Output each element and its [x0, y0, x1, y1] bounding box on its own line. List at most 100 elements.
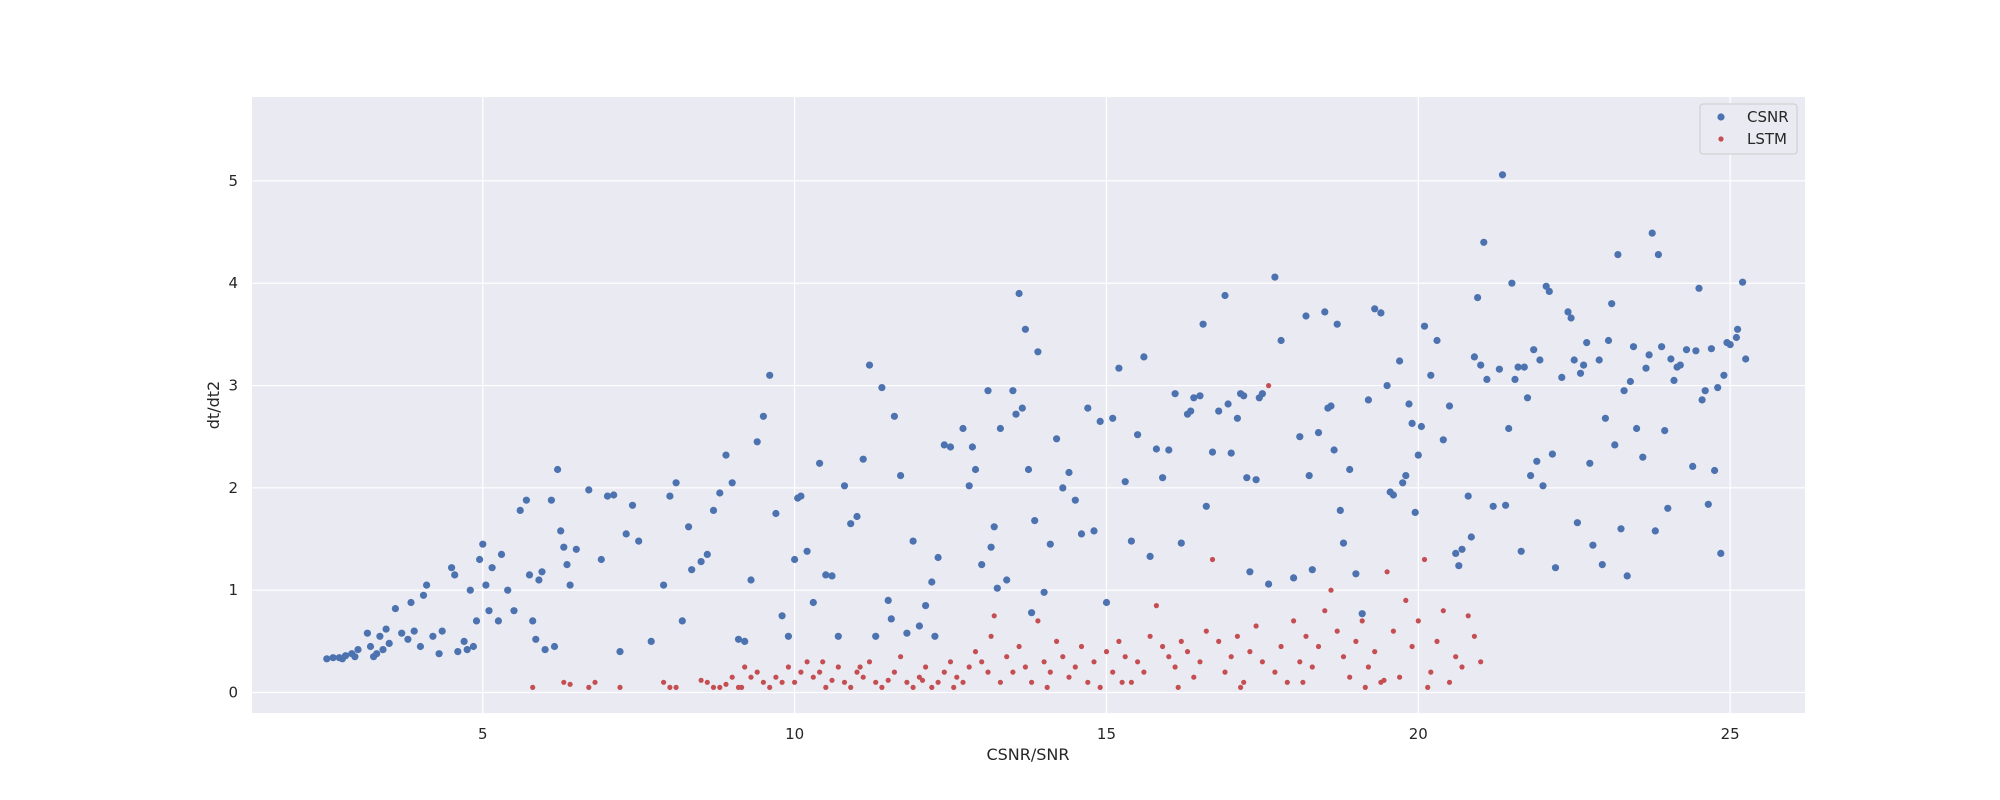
csnr-point — [1271, 273, 1279, 281]
lstm-point — [729, 674, 735, 680]
csnr-point — [1732, 333, 1740, 342]
lstm-point — [923, 664, 929, 670]
csnr-point — [1480, 238, 1488, 246]
csnr-point — [438, 627, 446, 635]
csnr-point — [759, 412, 768, 420]
lstm-point — [1309, 664, 1315, 670]
csnr-point — [1707, 345, 1715, 353]
lstm-point — [1253, 623, 1259, 629]
csnr-point — [1495, 365, 1503, 373]
csnr-point — [1720, 371, 1728, 379]
csnr-point — [1053, 435, 1061, 443]
lstm-point — [704, 679, 710, 685]
lstm-point — [1359, 618, 1365, 624]
lstm-point — [1119, 679, 1125, 685]
lstm-point — [1397, 674, 1403, 680]
csnr-point — [1704, 500, 1712, 508]
csnr-point — [1658, 343, 1666, 351]
csnr-point — [1015, 289, 1023, 298]
csnr-point — [968, 443, 977, 451]
csnr-point — [1614, 251, 1622, 259]
lstm-point — [710, 684, 717, 691]
lstm-point — [910, 684, 916, 691]
csnr-point — [373, 650, 381, 658]
csnr-point — [1177, 539, 1185, 547]
csnr-point — [1530, 346, 1538, 354]
lstm-point — [1300, 679, 1306, 685]
csnr-point — [1711, 466, 1719, 475]
lstm-point — [1340, 654, 1347, 660]
csnr-point — [1224, 400, 1232, 408]
lstm-point — [1047, 669, 1053, 675]
lstm-point — [954, 674, 960, 680]
csnr-point — [1305, 472, 1313, 480]
lstm-point — [810, 674, 816, 680]
csnr-point — [416, 642, 424, 651]
lstm-point — [991, 613, 997, 619]
csnr-point — [1698, 396, 1706, 404]
csnr-point — [1134, 431, 1142, 439]
lstm-point — [988, 633, 994, 639]
csnr-point — [672, 479, 680, 487]
csnr-point — [1364, 396, 1372, 404]
lstm-point — [1247, 649, 1253, 655]
csnr-point — [1405, 400, 1413, 408]
csnr-point — [1511, 375, 1519, 383]
lstm-point — [1147, 633, 1153, 639]
lstm-point — [1372, 649, 1378, 655]
csnr-point — [1402, 472, 1410, 480]
lstm-point — [904, 679, 910, 685]
csnr-point — [1648, 229, 1656, 237]
x-tick-label: 10 — [785, 725, 804, 743]
lstm-point — [742, 664, 748, 670]
csnr-point — [454, 648, 462, 656]
lstm-point — [1259, 659, 1265, 665]
csnr-point — [1439, 436, 1447, 444]
csnr-point — [1327, 402, 1335, 410]
csnr-point — [853, 512, 861, 521]
csnr-point — [934, 553, 942, 562]
csnr-point — [922, 602, 930, 610]
csnr-point — [628, 501, 637, 509]
csnr-point — [1742, 355, 1750, 363]
lstm-point — [1471, 633, 1477, 639]
lstm-point — [1478, 659, 1484, 665]
lstm-point — [1072, 664, 1078, 670]
lstm-point — [561, 679, 567, 685]
csnr-point — [1505, 424, 1513, 433]
csnr-point — [466, 586, 474, 594]
y-tick-labels: 0 1 2 3 4 5 — [228, 172, 238, 702]
csnr-point — [472, 617, 481, 625]
csnr-point — [878, 384, 886, 392]
csnr-point — [1408, 419, 1416, 427]
csnr-point — [1467, 533, 1475, 541]
csnr-point — [728, 479, 736, 487]
lstm-point — [1029, 679, 1035, 685]
csnr-point — [903, 629, 911, 637]
csnr-point — [993, 584, 1001, 592]
csnr-point — [382, 625, 390, 633]
csnr-point — [984, 387, 992, 395]
lstm-point — [804, 659, 810, 665]
csnr-point — [1661, 427, 1669, 435]
lstm-point — [1421, 556, 1428, 563]
csnr-point — [666, 492, 674, 500]
csnr-point — [688, 566, 696, 574]
lstm-point — [1060, 654, 1066, 660]
csnr-point — [909, 537, 917, 545]
csnr-point — [585, 486, 593, 494]
lstm-point — [1103, 649, 1110, 655]
csnr-point — [448, 564, 456, 572]
csnr-point — [1012, 410, 1020, 418]
lstm-point — [891, 669, 898, 675]
lstm-point — [1122, 654, 1128, 660]
lstm-point — [798, 669, 804, 675]
lstm-point — [748, 674, 754, 680]
csnr-point — [597, 555, 605, 564]
csnr-point — [1620, 387, 1628, 395]
lstm-point — [857, 664, 863, 670]
csnr-point — [1371, 305, 1379, 313]
lstm-point — [617, 684, 623, 691]
csnr-point — [791, 555, 799, 564]
csnr-point — [931, 632, 939, 640]
